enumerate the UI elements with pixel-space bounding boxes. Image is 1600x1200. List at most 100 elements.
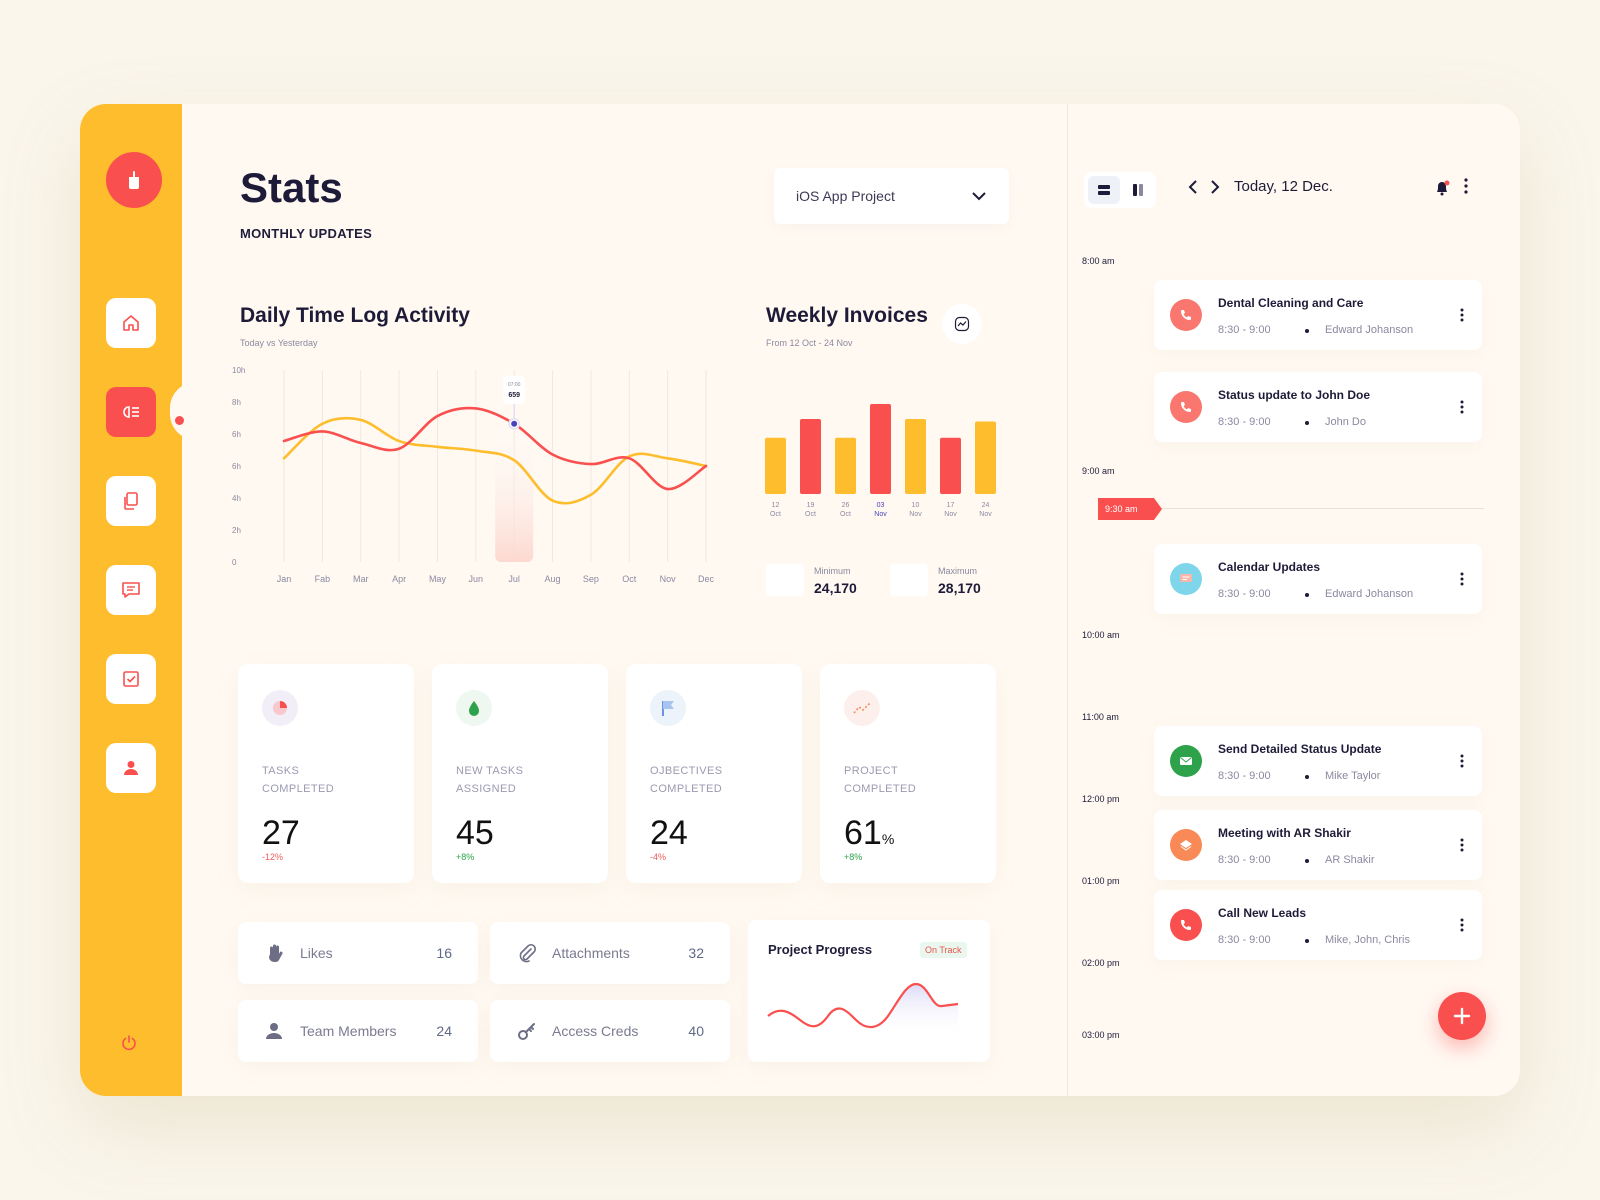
home-icon xyxy=(123,315,139,331)
column-view-icon xyxy=(1133,184,1143,196)
project-select[interactable]: iOS App Project xyxy=(774,168,1009,224)
event-person: Mike, John, Chris xyxy=(1325,934,1410,946)
event-more-button[interactable] xyxy=(1460,918,1464,937)
nav-tasks-button[interactable] xyxy=(106,654,156,704)
time-label: 03:00 pm xyxy=(1082,1030,1120,1040)
event-card[interactable]: Send Detailed Status Update 8:30 - 9:00 … xyxy=(1154,726,1482,796)
stat-value: 27 xyxy=(262,814,300,852)
stat-card-new-tasks[interactable]: NEW TASKS ASSIGNED 45 +8% xyxy=(432,664,608,883)
bar-day-label: 17 xyxy=(947,502,955,509)
stat-card-tasks-completed[interactable]: TASKS COMPLETED 27 -12% xyxy=(238,664,414,883)
stat-value: 45 xyxy=(456,814,494,852)
x-tick-label: Sep xyxy=(583,574,599,584)
event-person: John Do xyxy=(1325,416,1366,428)
flag-icon xyxy=(650,690,686,726)
leaf-icon xyxy=(456,690,492,726)
message-icon xyxy=(122,582,140,598)
pie-chart-icon xyxy=(262,690,298,726)
notifications-button[interactable] xyxy=(1434,180,1450,201)
minimum-stat: Minimum 24,170 xyxy=(766,564,857,596)
event-card[interactable]: Dental Cleaning and Care 8:30 - 9:00 Edw… xyxy=(1154,280,1482,350)
event-card[interactable]: Status update to John Doe 8:30 - 9:00 Jo… xyxy=(1154,372,1482,442)
logout-button[interactable] xyxy=(120,1034,138,1057)
event-title: Calendar Updates xyxy=(1218,560,1321,574)
separator-dot xyxy=(1305,939,1309,943)
x-tick-label: Nov xyxy=(660,574,677,584)
weekly-chart-toggle-button[interactable] xyxy=(942,304,982,344)
weekly-invoices-subtitle: From 12 Oct - 24 Nov xyxy=(766,338,853,348)
event-person: Edward Johanson xyxy=(1325,588,1414,600)
chat-icon xyxy=(1170,563,1202,595)
app-window: Stats MONTHLY UPDATES iOS App Project Da… xyxy=(80,104,1520,1096)
x-tick-label: May xyxy=(429,574,447,584)
event-card[interactable]: Meeting with AR Shakir 8:30 - 9:00 AR Sh… xyxy=(1154,810,1482,880)
nav-home-button[interactable] xyxy=(106,298,156,348)
project-select-value: iOS App Project xyxy=(796,188,895,204)
x-tick-label: Oct xyxy=(622,574,637,584)
separator-dot xyxy=(1305,329,1309,333)
time-label: 12:00 pm xyxy=(1082,794,1120,804)
event-more-button[interactable] xyxy=(1460,400,1464,419)
time-label: 10:00 am xyxy=(1082,630,1120,640)
maximum-swatch xyxy=(890,564,928,596)
more-vertical-icon xyxy=(1460,572,1464,586)
daily-log-title: Daily Time Log Activity xyxy=(240,304,470,327)
time-label: 11:00 am xyxy=(1082,712,1119,722)
bar-month-label: Oct xyxy=(770,511,781,518)
project-progress-card[interactable]: Project Progress On Track xyxy=(748,920,990,1062)
list-view-button[interactable] xyxy=(1088,176,1120,204)
nav-stats-button[interactable] xyxy=(106,387,156,437)
add-event-button[interactable] xyxy=(1438,992,1486,1040)
nav-messages-button[interactable] xyxy=(106,565,156,615)
logo-icon xyxy=(129,171,139,189)
y-tick-label: 0 xyxy=(232,558,237,567)
trend-icon xyxy=(844,690,880,726)
event-more-button[interactable] xyxy=(1460,308,1464,327)
nav-profile-button[interactable] xyxy=(106,743,156,793)
event-person: Mike Taylor xyxy=(1325,770,1381,782)
event-more-button[interactable] xyxy=(1460,754,1464,773)
x-tick-label: Jul xyxy=(508,574,520,584)
maximum-label: Maximum xyxy=(938,566,978,576)
likes-card[interactable]: Likes 16 xyxy=(238,922,478,984)
team-members-card[interactable]: Team Members 24 xyxy=(238,1000,478,1062)
stat-delta: -4% xyxy=(650,852,667,862)
event-more-button[interactable] xyxy=(1460,572,1464,591)
x-tick-label: Fab xyxy=(315,574,331,584)
stat-card-project-completed[interactable]: PROJECT COMPLETED 61% +8% xyxy=(820,664,996,883)
daily-log-chart: 0 2h 4h 6h 6h 8h 10h Jan Fab Mar Apr May Jun Jul Aug Se… xyxy=(232,366,714,584)
y-tick-label: 6h xyxy=(232,430,241,439)
bar-day-label: 24 xyxy=(982,502,990,509)
y-tick-label: 2h xyxy=(232,526,241,535)
stat-card-objectives[interactable]: OJBECTIVES COMPLETED 24 -4% xyxy=(626,664,802,883)
date-navigation: Today, 12 Dec. xyxy=(1186,178,1333,195)
more-options-button[interactable] xyxy=(1464,178,1468,199)
project-progress-title: Project Progress xyxy=(768,942,873,957)
access-creds-card[interactable]: Access Creds 40 xyxy=(490,1000,730,1062)
more-vertical-icon xyxy=(1460,918,1464,932)
event-more-button[interactable] xyxy=(1460,838,1464,857)
series-line xyxy=(282,416,708,505)
chevron-left-icon[interactable] xyxy=(1186,179,1200,195)
event-card[interactable]: Calendar Updates 8:30 - 9:00 Edward Joha… xyxy=(1154,544,1482,614)
access-creds-value: 40 xyxy=(688,1023,704,1039)
tooltip-box xyxy=(503,375,526,404)
bar xyxy=(800,419,821,494)
y-tick-label: 8h xyxy=(232,398,241,407)
bar-month-label: Oct xyxy=(805,511,816,518)
data-point xyxy=(511,420,518,427)
chevron-right-icon[interactable] xyxy=(1208,179,1222,195)
user-icon xyxy=(124,761,138,775)
phone-icon xyxy=(1170,391,1202,423)
x-tick-label: Jun xyxy=(469,574,484,584)
event-time: 8:30 - 9:00 xyxy=(1218,854,1271,866)
bar-day-label: 26 xyxy=(842,502,850,509)
event-card[interactable]: Call New Leads 8:30 - 9:00 Mike, John, C… xyxy=(1154,890,1482,960)
attachments-card[interactable]: Attachments 32 xyxy=(490,922,730,984)
nav-documents-button[interactable] xyxy=(106,476,156,526)
separator-dot xyxy=(1305,593,1309,597)
column-view-button[interactable] xyxy=(1124,176,1152,204)
logo[interactable] xyxy=(106,152,162,208)
mail-icon xyxy=(1170,745,1202,777)
event-time: 8:30 - 9:00 xyxy=(1218,588,1271,600)
